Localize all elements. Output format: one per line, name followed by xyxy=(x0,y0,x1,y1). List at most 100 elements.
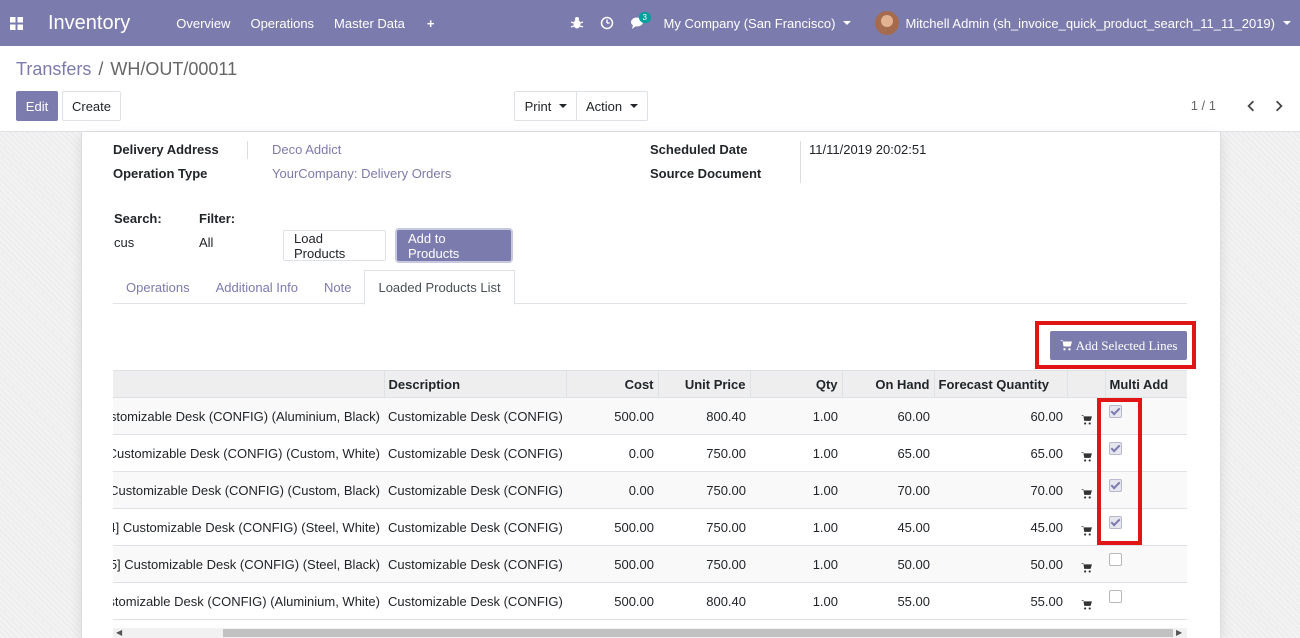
app-title[interactable]: Inventory xyxy=(48,11,131,34)
plus-icon[interactable]: + xyxy=(426,15,435,31)
cell-forecast: 55.00 xyxy=(934,582,1067,620)
main-menu: Overview Operations Master Data + xyxy=(176,16,454,31)
column-header-multi-add[interactable]: Multi Add xyxy=(1105,370,1187,398)
cart-icon[interactable] xyxy=(1081,563,1092,573)
add-to-products-button[interactable]: Add to Products xyxy=(397,230,511,261)
multi-add-checkbox[interactable] xyxy=(1109,441,1122,455)
menu-overview[interactable]: Overview xyxy=(176,15,231,31)
company-switcher[interactable]: My Company (San Francisco) xyxy=(664,16,852,31)
column-header-cost[interactable]: Cost xyxy=(566,370,659,398)
messages-icon[interactable]: 3 xyxy=(622,0,652,46)
menu-operations[interactable]: Operations xyxy=(250,15,315,31)
column-header-description[interactable]: Description xyxy=(384,370,567,398)
tab-note[interactable]: Note xyxy=(324,279,352,295)
cart-icon[interactable] xyxy=(1081,600,1092,610)
cell-unit-price: 800.40 xyxy=(658,397,750,435)
cell-forecast: 45.00 xyxy=(934,508,1067,546)
cell-product-name: [FURN_0096] Customizable Desk (CONFIG) (… xyxy=(113,582,384,620)
multi-add-checkbox[interactable] xyxy=(1109,478,1122,492)
column-header-forecast-quantity[interactable]: Forecast Quantity xyxy=(934,370,1068,398)
tab-operations[interactable]: Operations xyxy=(126,279,190,295)
cell-forecast: 70.00 xyxy=(934,471,1067,509)
cell-qty: 1.00 xyxy=(750,545,842,583)
chevron-down-icon xyxy=(843,21,852,25)
scroll-thumb[interactable] xyxy=(223,629,1173,637)
user-menu[interactable]: Mitchell Admin (sh_invoice_quick_product… xyxy=(875,11,1291,35)
multi-add-checkbox[interactable] xyxy=(1109,552,1122,566)
column-header-on-hand[interactable]: On Hand xyxy=(842,370,935,398)
table-row[interactable]: [FURN_0097] Customizable Desk (CONFIG) (… xyxy=(113,434,1187,472)
pager-previous-icon[interactable] xyxy=(1244,99,1258,113)
edit-button[interactable]: Edit xyxy=(16,91,58,121)
multi-add-checkbox[interactable] xyxy=(1109,404,1122,418)
cell-on-hand: 45.00 xyxy=(842,508,934,546)
print-label: Print xyxy=(524,98,552,114)
menu-master-data[interactable]: Master Data xyxy=(334,15,405,31)
tab-loaded-products-list[interactable]: Loaded Products List xyxy=(364,270,515,305)
cell-on-hand: 60.00 xyxy=(842,397,934,435)
column-header-product[interactable] xyxy=(113,370,385,398)
scroll-right-icon[interactable]: ▶ xyxy=(1176,628,1183,637)
delivery-address-link[interactable]: Deco Addict xyxy=(272,142,342,157)
create-button[interactable]: Create xyxy=(62,91,121,121)
search-input[interactable]: cus xyxy=(114,235,135,250)
cell-product-name: [FURN_7777] Customizable Desk (CONFIG) (… xyxy=(113,397,384,435)
cell-multi-add xyxy=(1105,434,1187,472)
pager-next-icon[interactable] xyxy=(1272,99,1286,113)
cell-add-to-cart[interactable] xyxy=(1067,582,1105,620)
user-name: Mitchell Admin (sh_invoice_quick_product… xyxy=(905,15,1275,31)
cell-description: Customizable Desk (CONFIG) xyxy=(384,545,566,583)
cell-cost: 0.00 xyxy=(566,471,658,509)
breadcrumb-transfers[interactable]: Transfers xyxy=(16,59,92,79)
breadcrumb-separator: / xyxy=(98,59,104,79)
cell-multi-add xyxy=(1105,582,1187,620)
navbar-right: 3 My Company (San Francisco) Mitchell Ad… xyxy=(562,0,1300,46)
cell-cost: 500.00 xyxy=(566,397,658,435)
operation-type-link[interactable]: YourCompany: Delivery Orders xyxy=(272,166,452,181)
bug-icon[interactable] xyxy=(562,0,592,46)
highlight-box xyxy=(1035,321,1196,369)
source-document-label: Source Document xyxy=(650,166,762,181)
tab-additional-info[interactable]: Additional Info xyxy=(215,279,298,295)
horizontal-scrollbar[interactable]: ◀ ▶ xyxy=(113,628,1187,638)
cell-on-hand: 65.00 xyxy=(842,434,934,472)
print-button[interactable]: Print xyxy=(514,91,577,121)
cell-qty: 1.00 xyxy=(750,508,842,546)
cell-unit-price: 750.00 xyxy=(658,471,750,509)
table-row[interactable]: [FURN_0094] Customizable Desk (CONFIG) (… xyxy=(113,508,1187,546)
load-products-button[interactable]: Load Products xyxy=(283,230,386,261)
control-panel: Transfers / WH/OUT/00011 Edit Create Pri… xyxy=(0,46,1300,132)
table-row[interactable]: [FURN_0095] Customizable Desk (CONFIG) (… xyxy=(113,545,1187,583)
column-header-qty[interactable]: Qty xyxy=(750,370,843,398)
table-row[interactable]: [FURN_7777] Customizable Desk (CONFIG) (… xyxy=(113,397,1187,435)
cell-forecast: 65.00 xyxy=(934,434,1067,472)
pager-value[interactable]: 1 / 1 xyxy=(1190,98,1216,113)
apps-menu-icon[interactable] xyxy=(0,0,32,46)
table-row[interactable]: [FURN_0098] Customizable Desk (CONFIG) (… xyxy=(113,471,1187,509)
scroll-left-icon[interactable]: ◀ xyxy=(116,628,123,637)
cell-cost: 500.00 xyxy=(566,508,658,546)
filter-select[interactable]: All xyxy=(199,235,214,250)
clock-icon[interactable] xyxy=(592,0,622,46)
cart-icon[interactable] xyxy=(1081,526,1092,536)
cart-icon[interactable] xyxy=(1081,415,1092,425)
product-name-text: [FURN_0094] Customizable Desk (CONFIG) (… xyxy=(113,519,380,535)
cell-add-to-cart[interactable] xyxy=(1067,545,1105,583)
cart-icon[interactable] xyxy=(1081,452,1092,462)
chevron-down-icon xyxy=(630,104,639,108)
cart-icon[interactable] xyxy=(1081,489,1092,499)
field-divider xyxy=(800,141,801,183)
table-row[interactable]: [FURN_0096] Customizable Desk (CONFIG) (… xyxy=(113,582,1187,620)
column-header-unit-price[interactable]: Unit Price xyxy=(658,370,751,398)
avatar xyxy=(875,11,900,35)
notebook-tabs: Operations Additional Info Note Loaded P… xyxy=(113,270,1187,305)
multi-add-checkbox[interactable] xyxy=(1109,589,1122,603)
cell-qty: 1.00 xyxy=(750,397,842,435)
cell-multi-add xyxy=(1105,397,1187,435)
cell-multi-add xyxy=(1105,471,1187,509)
action-button[interactable]: Action xyxy=(576,91,648,121)
cell-description: Customizable Desk (CONFIG) xyxy=(384,471,566,509)
add-selected-lines-button[interactable]: Add Selected Lines xyxy=(1050,331,1187,360)
multi-add-checkbox[interactable] xyxy=(1109,515,1122,529)
breadcrumb: Transfers / WH/OUT/00011 xyxy=(16,59,237,80)
